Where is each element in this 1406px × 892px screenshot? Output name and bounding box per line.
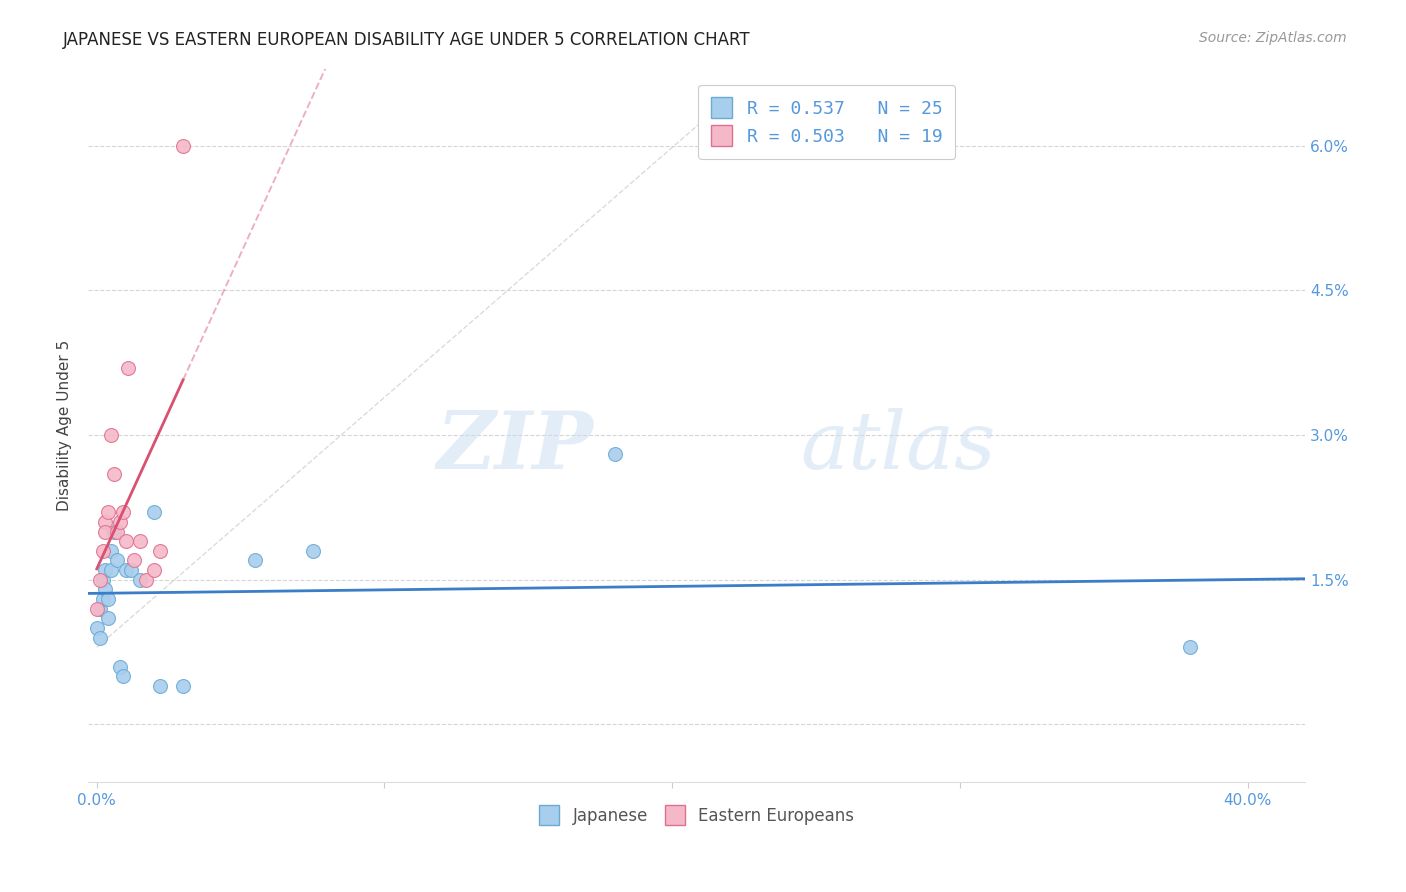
Point — [97, 505, 120, 519]
Text: ZIP: ZIP — [436, 409, 593, 485]
Point — [172, 138, 194, 153]
Point — [603, 447, 626, 461]
Point — [111, 505, 134, 519]
Text: Source: ZipAtlas.com: Source: ZipAtlas.com — [1199, 31, 1347, 45]
Point — [111, 669, 134, 683]
Point — [97, 611, 120, 625]
Point — [105, 553, 128, 567]
Point — [100, 563, 122, 577]
Point — [94, 582, 117, 597]
Point — [105, 524, 128, 539]
Point — [143, 505, 166, 519]
Point — [91, 592, 114, 607]
Point — [117, 360, 139, 375]
Point — [89, 631, 111, 645]
Point — [91, 573, 114, 587]
Y-axis label: Disability Age Under 5: Disability Age Under 5 — [58, 340, 72, 511]
Point — [243, 553, 266, 567]
Point — [100, 544, 122, 558]
Point — [100, 428, 122, 442]
Point — [135, 573, 157, 587]
Point — [94, 563, 117, 577]
Text: JAPANESE VS EASTERN EUROPEAN DISABILITY AGE UNDER 5 CORRELATION CHART: JAPANESE VS EASTERN EUROPEAN DISABILITY … — [63, 31, 751, 49]
Point — [120, 563, 142, 577]
Point — [129, 534, 152, 549]
Point — [1178, 640, 1201, 655]
Point — [149, 679, 172, 693]
Point — [129, 573, 152, 587]
Point — [172, 679, 194, 693]
Point — [103, 467, 125, 481]
Text: atlas: atlas — [800, 409, 995, 485]
Point — [86, 621, 108, 635]
Point — [94, 515, 117, 529]
Point — [114, 534, 136, 549]
Point — [122, 553, 145, 567]
Point — [94, 524, 117, 539]
Point — [89, 601, 111, 615]
Point — [103, 524, 125, 539]
Point — [108, 659, 131, 673]
Point — [91, 544, 114, 558]
Point — [149, 544, 172, 558]
Point — [114, 563, 136, 577]
Point — [301, 544, 323, 558]
Point — [108, 515, 131, 529]
Point — [143, 563, 166, 577]
Point — [86, 601, 108, 615]
Point — [97, 592, 120, 607]
Legend: Japanese, Eastern Europeans: Japanese, Eastern Europeans — [529, 796, 863, 835]
Point — [89, 573, 111, 587]
